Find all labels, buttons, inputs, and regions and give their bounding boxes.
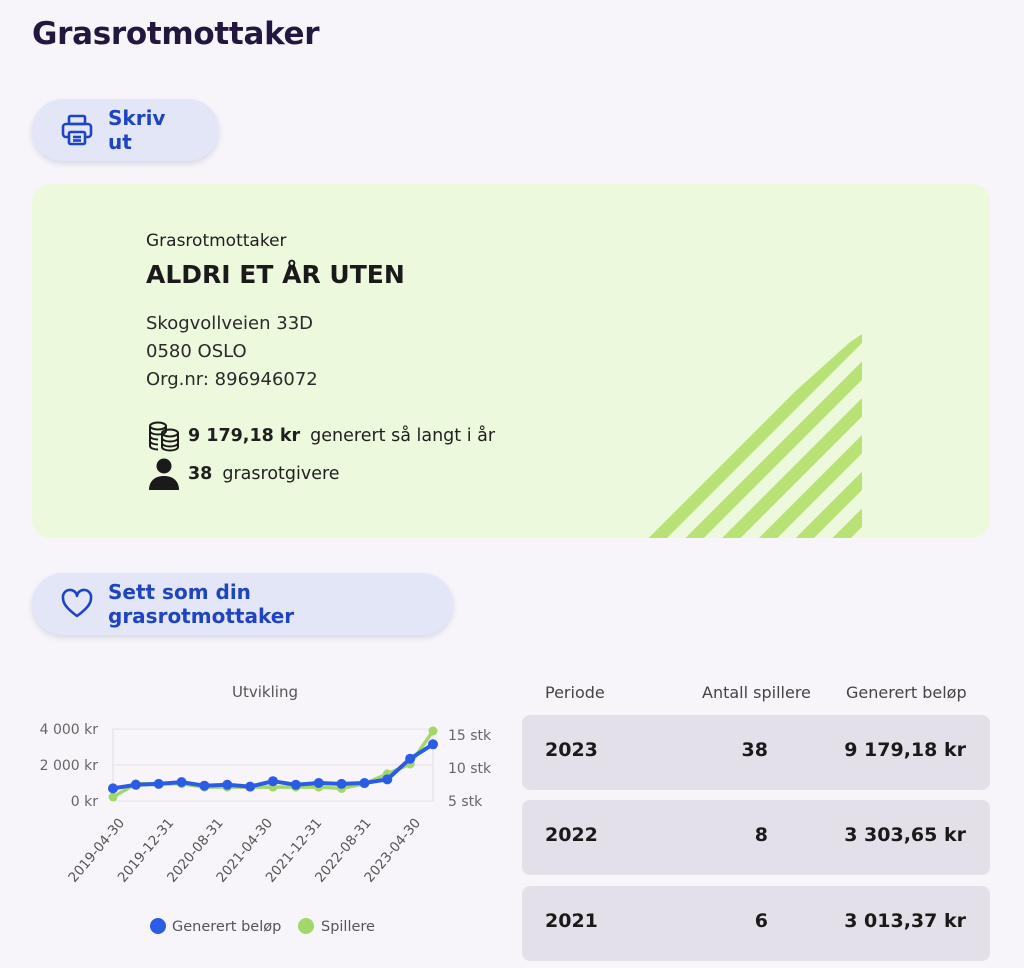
org-number: Org.nr: 896946072 (146, 369, 318, 390)
legend-label: Spillere (321, 919, 375, 935)
left-axis-tick: 2 000 kr (40, 758, 99, 774)
row-players: 6 (754, 910, 768, 932)
data-point (130, 779, 141, 790)
print-button-label: Skriv ut (108, 106, 166, 154)
data-point (428, 739, 438, 750)
right-axis-tick: 15 stk (448, 728, 492, 744)
table-row: 2023 38 9 179,18 kr (522, 715, 990, 790)
data-point (108, 792, 118, 802)
generated-amount-row: 9 179,18 kr generert så langt i år (146, 419, 495, 453)
row-year: 2021 (545, 910, 598, 932)
coins-icon (149, 421, 179, 452)
givers-text: grasrotgivere (222, 464, 340, 484)
address-postcode: 0580 OSLO (146, 341, 247, 362)
right-axis-tick: 10 stk (448, 761, 492, 777)
data-point (268, 776, 278, 787)
data-point (199, 780, 210, 791)
row-year: 2022 (545, 824, 598, 846)
givers-count: 38 (188, 464, 213, 484)
development-chart: Utvikling 4 000 kr 2 000 kr 0 kr 15 stk 10 st… (0, 670, 520, 968)
data-point (382, 774, 393, 785)
row-amount: 9 179,18 kr (844, 739, 966, 761)
row-amount: 3 013,37 kr (844, 910, 966, 932)
row-amount: 3 303,65 kr (844, 824, 966, 846)
header-period: Periode (545, 683, 605, 702)
table-row: 2021 6 3 013,37 kr (522, 886, 990, 961)
legend-marker (150, 918, 166, 934)
data-point (245, 781, 256, 792)
data-point (222, 779, 233, 790)
left-axis-tick: 4 000 kr (40, 722, 99, 738)
legend-marker (298, 918, 314, 934)
table-row: 2022 8 3 303,65 kr (522, 800, 990, 875)
page-title: Grasrotmottaker (32, 16, 320, 52)
right-axis-tick: 5 stk (448, 794, 483, 810)
heart-icon (61, 588, 93, 618)
set-as-recipient-label: Sett som din grasrotmottaker (108, 580, 295, 628)
printer-icon (61, 114, 93, 146)
row-players: 8 (754, 824, 768, 846)
generated-amount-text: generert så langt i år (310, 426, 496, 446)
address-street: Skogvollveien 33D (146, 313, 314, 334)
data-point (359, 778, 370, 788)
givers-row: 38 grasrotgivere (146, 457, 340, 491)
data-point (176, 777, 187, 788)
data-point (313, 778, 324, 788)
left-axis-tick: 0 kr (71, 794, 98, 810)
chart-title: Utvikling (232, 683, 298, 701)
legend-label: Generert beløp (172, 919, 281, 935)
header-amount: Generert beløp (846, 683, 967, 702)
header-players: Antall spillere (702, 683, 811, 702)
data-point (290, 779, 301, 790)
development-chart-svg: Utvikling 4 000 kr 2 000 kr 0 kr 15 stk 10 st… (40, 683, 492, 935)
card-label: Grasrotmottaker (146, 231, 287, 251)
data-point (336, 778, 347, 789)
data-point (405, 753, 416, 764)
recipient-card: Grasrotmottaker ALDRI ET ÅR UTEN Skogvol… (32, 184, 990, 538)
data-point (153, 778, 164, 789)
person-icon (149, 458, 179, 490)
set-as-recipient-button[interactable]: Sett som din grasrotmottaker (32, 573, 453, 635)
data-point (108, 783, 118, 794)
print-button[interactable]: Skriv ut (32, 99, 219, 161)
data-point (428, 726, 438, 736)
row-players: 38 (741, 739, 768, 761)
decorative-stripes (632, 334, 862, 538)
row-year: 2023 (545, 739, 598, 761)
generated-amount: 9 179,18 kr (188, 426, 301, 446)
recipient-name: ALDRI ET ÅR UTEN (146, 260, 405, 289)
